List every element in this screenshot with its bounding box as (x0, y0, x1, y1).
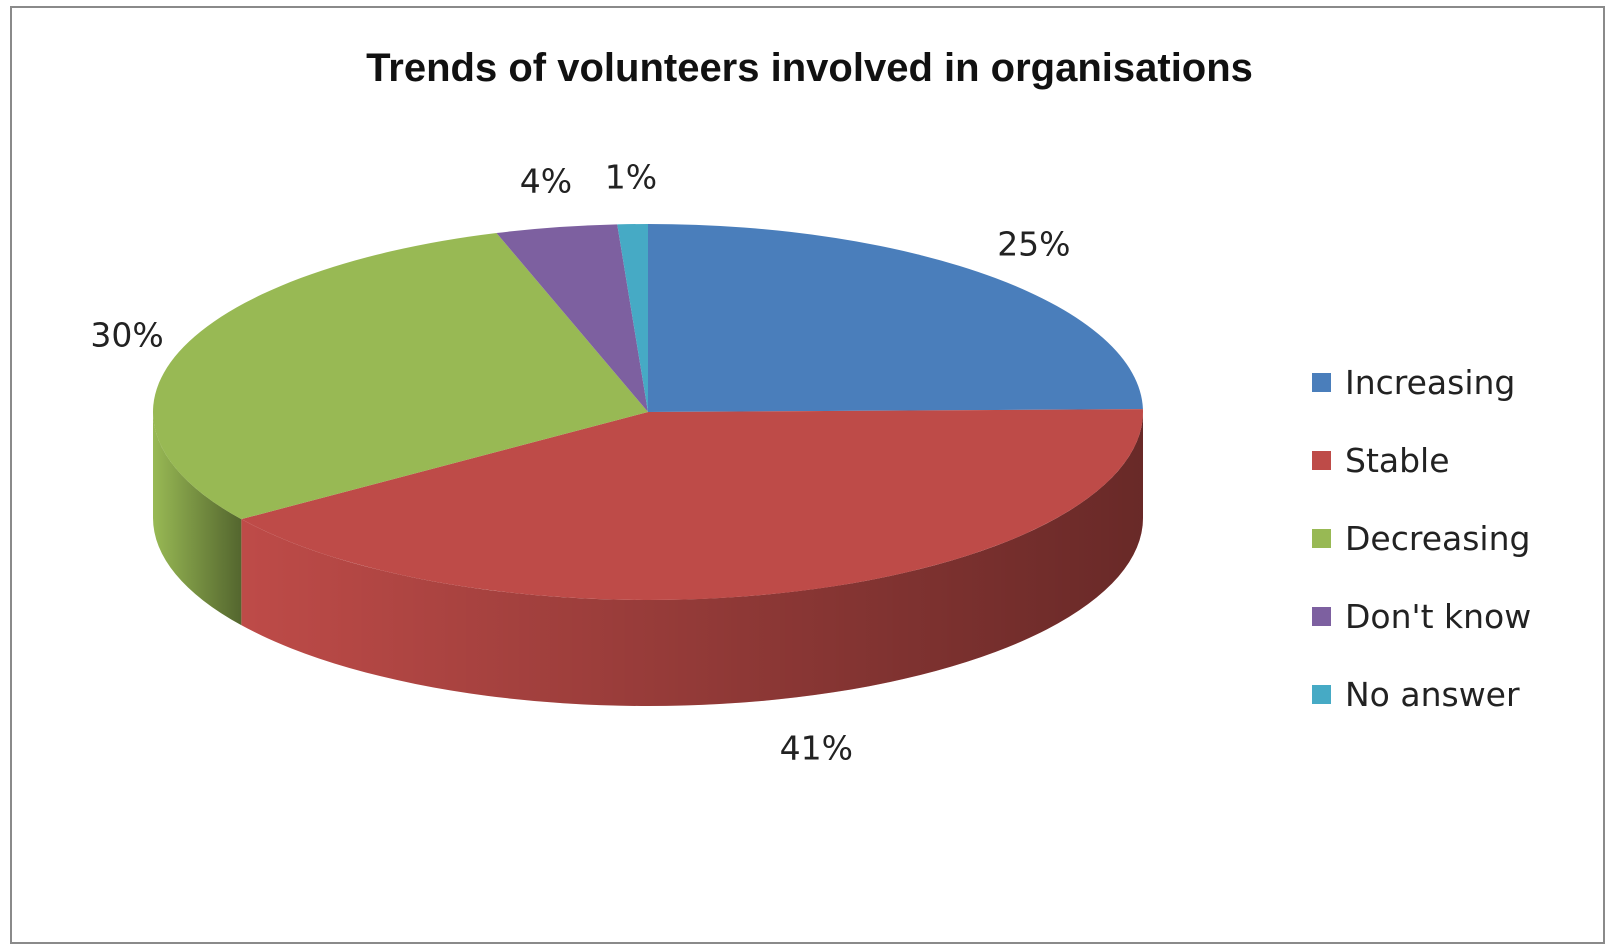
legend-item-increasing: Increasing (1312, 343, 1531, 421)
data-label-stable: 41% (780, 728, 853, 767)
data-label-decreasing: 30% (90, 316, 163, 355)
legend-label-no-answer: No answer (1345, 674, 1520, 714)
pie-chart: 25% 41% 30% 4% 1% (90, 158, 1144, 767)
data-label-no-answer: 1% (605, 158, 657, 197)
chart-title: Trends of volunteers involved in organis… (366, 46, 1253, 90)
legend-label-don-t-know: Don't know (1345, 596, 1532, 636)
legend-swatch-don-t-know (1312, 606, 1331, 626)
data-label-increasing: 25% (997, 224, 1070, 263)
pie-side-shade-stable (241, 412, 1144, 707)
pie-slice-no-answer (617, 224, 648, 412)
legend-swatch-increasing (1312, 372, 1331, 392)
legend-label-decreasing: Decreasing (1345, 518, 1531, 558)
legend-item-stable: Stable (1312, 421, 1531, 499)
legend-label-increasing: Increasing (1345, 362, 1516, 402)
data-label-don-t-know: 4% (520, 162, 572, 201)
chart-frame: Trends of volunteers involved in organis… (10, 6, 1605, 944)
legend-item-no-answer: No answer (1312, 655, 1531, 733)
pie-side-shade-decreasing (153, 412, 242, 626)
legend: Increasing Stable Decreasing Don't know No a… (1312, 343, 1531, 733)
pie-slice-increasing (648, 224, 1143, 412)
legend-item-decreasing: Decreasing (1312, 499, 1531, 577)
legend-swatch-decreasing (1312, 528, 1331, 548)
pie-slice-don-t-know (496, 224, 648, 412)
legend-swatch-stable (1312, 450, 1331, 470)
pie-slice-decreasing (152, 233, 648, 520)
legend-item-don-t-know: Don't know (1312, 577, 1531, 655)
pie-slice-stable (241, 409, 1144, 601)
legend-swatch-no-answer (1312, 684, 1331, 704)
legend-label-stable: Stable (1345, 440, 1450, 480)
